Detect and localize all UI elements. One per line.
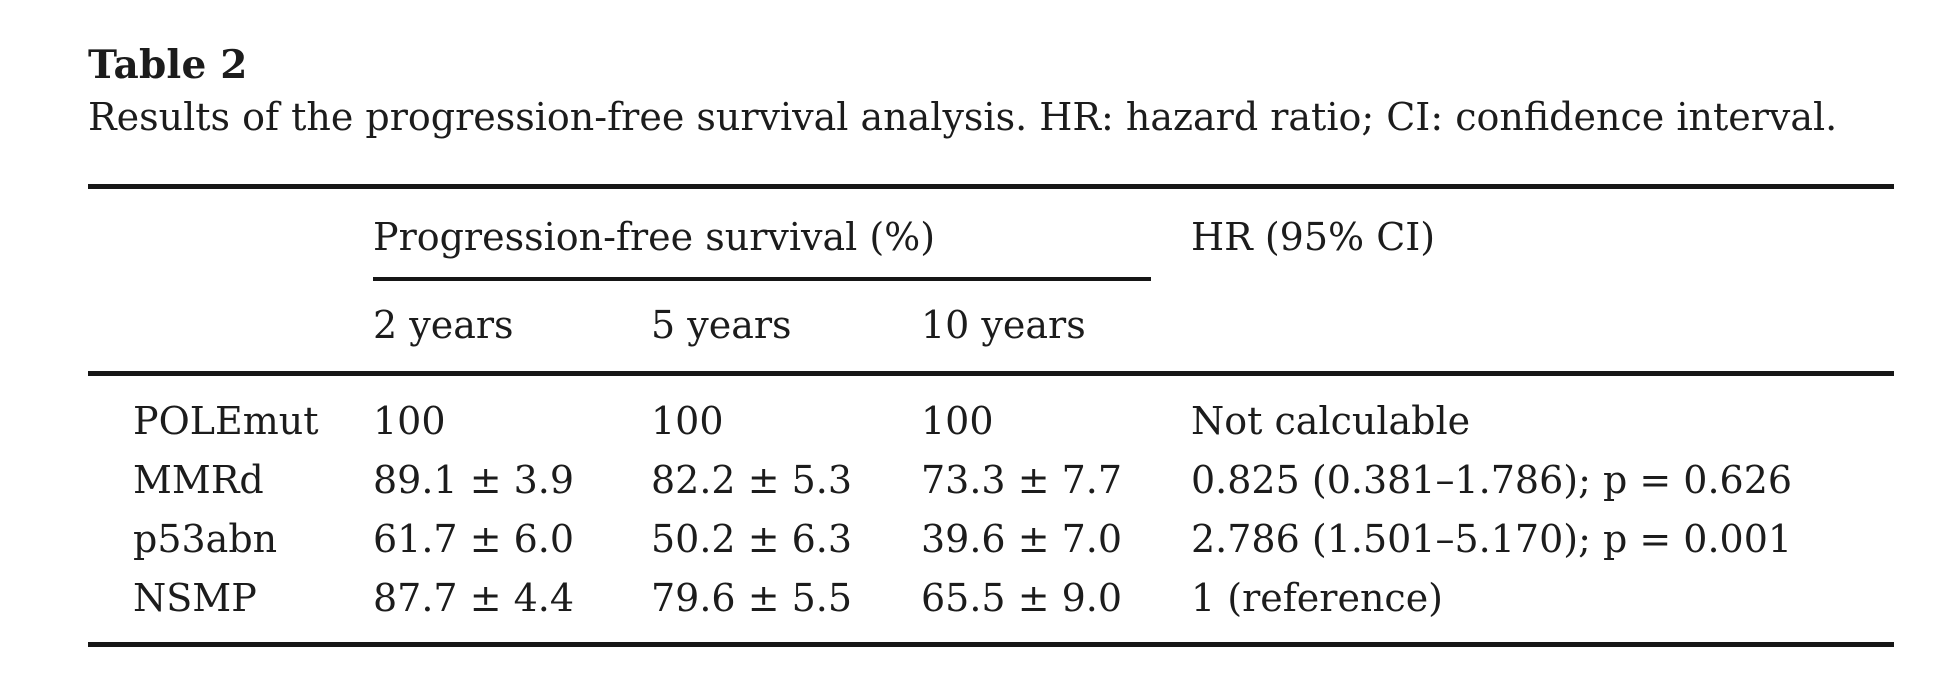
corner-cell — [88, 281, 373, 376]
row-label: POLEmut — [133, 399, 319, 443]
pfs-2y-value: 100 — [373, 399, 446, 443]
hr-value: 1 (reference) — [1191, 576, 1444, 620]
pfs-10y-value: 65.5 ± 9.0 — [921, 576, 1123, 620]
pfs-2y-value: 61.7 ± 6.0 — [373, 517, 575, 561]
pfs-2y-value: 89.1 ± 3.9 — [373, 458, 575, 502]
table-row-p53abn: p53abn 61.7 ± 6.0 50.2 ± 6.3 39.6 ± 7.0 … — [88, 510, 1894, 569]
pfs-2y-value: 87.7 ± 4.4 — [373, 576, 575, 620]
row-label: MMRd — [133, 458, 264, 502]
pfs-10y-value: 73.3 ± 7.7 — [921, 458, 1123, 502]
pfs-10y-value: 100 — [921, 399, 994, 443]
col-header-5-years: 5 years — [651, 281, 921, 376]
hr-header-spacer — [1191, 281, 1894, 376]
paper-table-figure: Table 2 Results of the progression-free … — [88, 42, 1894, 647]
pfs-5y-value: 50.2 ± 6.3 — [651, 517, 853, 561]
pfs-group-header: Progression-free survival (%) — [373, 213, 1151, 281]
pfs-5y-value: 79.6 ± 5.5 — [651, 576, 853, 620]
row-label: p53abn — [133, 517, 278, 561]
pfs-10y-value: 39.6 ± 7.0 — [921, 517, 1123, 561]
hr-value: 0.825 (0.381–1.786); p = 0.626 — [1191, 458, 1793, 502]
table-caption: Results of the progression-free survival… — [88, 95, 1838, 139]
hr-value: 2.786 (1.501–5.170); p = 0.001 — [1191, 517, 1793, 561]
table-row-mmrd: MMRd 89.1 ± 3.9 82.2 ± 5.3 73.3 ± 7.7 0.… — [88, 451, 1894, 510]
table-title: Table 2 — [88, 42, 248, 88]
pfs-5y-value: 100 — [651, 399, 724, 443]
results-table: Progression-free survival (%) HR (95% CI… — [88, 184, 1894, 647]
corner-cell — [88, 187, 373, 282]
table-row-polemut: POLEmut 100 100 100 Not calculable — [88, 374, 1894, 452]
pfs-5y-value: 82.2 ± 5.3 — [651, 458, 853, 502]
hr-value: Not calculable — [1191, 399, 1471, 443]
col-header-10-years: 10 years — [921, 281, 1191, 376]
row-label: NSMP — [133, 576, 257, 620]
group-header-row: Progression-free survival (%) HR (95% CI… — [88, 187, 1894, 282]
pfs-group-header-cell: Progression-free survival (%) — [373, 187, 1191, 281]
col-header-2-years: 2 years — [373, 281, 651, 376]
hr-header: HR (95% CI) — [1191, 215, 1436, 259]
sub-header-row: 2 years 5 years 10 years — [88, 281, 1894, 376]
table-row-nsmp: NSMP 87.7 ± 4.4 79.6 ± 5.5 65.5 ± 9.0 1 … — [88, 569, 1894, 645]
